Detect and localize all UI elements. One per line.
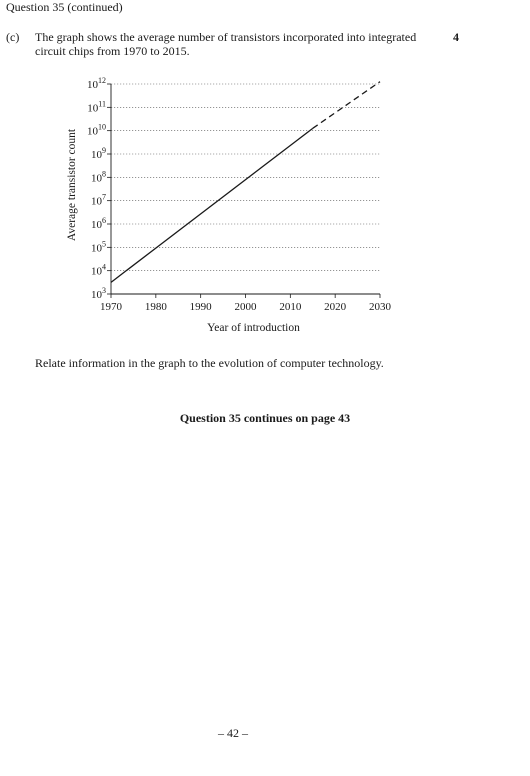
- page-number: – 42 –: [218, 726, 248, 740]
- y-tick-base: 10: [87, 126, 99, 138]
- y-tick-base: 10: [91, 289, 103, 301]
- y-tick-exponent: 4: [102, 263, 106, 272]
- x-tick-label: 1990: [190, 301, 213, 313]
- y-tick-label: 104: [91, 263, 106, 278]
- question-text: The graph shows the average number of tr…: [35, 30, 417, 58]
- y-axis-title: Average transistor count: [66, 128, 78, 241]
- question-part-label: (c): [6, 30, 20, 44]
- y-tick-base: 10: [91, 266, 103, 278]
- x-tick-label: 2000: [235, 301, 258, 313]
- x-tick-label: 2010: [279, 301, 302, 313]
- y-tick-exponent: 10: [98, 123, 106, 132]
- x-axis-title: Year of introduction: [207, 322, 300, 334]
- y-tick-exponent: 3: [102, 286, 106, 295]
- y-tick-base: 10: [91, 219, 103, 231]
- y-tick-exponent: 7: [102, 193, 106, 202]
- y-tick-label: 1012: [87, 76, 106, 91]
- x-tick-label: 2030: [369, 301, 392, 313]
- y-tick-base: 10: [91, 242, 103, 254]
- transistor-chart: 103 104 105 106 107 108 109 1010 1011 1012 1970 198…: [60, 76, 400, 346]
- y-tick-exponent: 5: [102, 239, 106, 248]
- y-tick-exponent: 12: [98, 76, 106, 85]
- y-tick-base: 10: [87, 102, 99, 114]
- y-tick-label: 106: [91, 216, 106, 231]
- marks-value: 4: [453, 30, 459, 44]
- y-tick-base: 10: [87, 79, 99, 91]
- y-tick-exponent: 6: [102, 216, 106, 225]
- trend-line: [110, 127, 314, 283]
- continued-header: Question 35 (continued): [6, 0, 123, 14]
- y-tick-base: 10: [91, 196, 103, 208]
- y-tick-exponent: 11: [98, 99, 106, 108]
- projected-trend-line: [312, 81, 381, 129]
- y-tick-label: 103: [91, 286, 106, 301]
- y-tick-label: 109: [91, 146, 106, 161]
- y-tick-base: 10: [91, 172, 103, 184]
- x-tick-label: 1970: [100, 301, 123, 313]
- y-tick-base: 10: [91, 149, 103, 161]
- x-tick-label: 2020: [324, 301, 347, 313]
- continues-note: Question 35 continues on page 43: [179, 411, 351, 425]
- y-tick-label: 1011: [87, 99, 106, 114]
- y-tick-exponent: 8: [102, 169, 106, 178]
- question-prompt: Relate information in the graph to the e…: [35, 356, 384, 370]
- y-tick-exponent: 9: [102, 146, 106, 155]
- y-tick-label: 1010: [87, 123, 106, 138]
- y-tick-label: 107: [91, 193, 106, 208]
- x-tick-label: 1980: [145, 301, 168, 313]
- y-tick-label: 108: [91, 169, 106, 184]
- y-tick-label: 105: [91, 239, 106, 254]
